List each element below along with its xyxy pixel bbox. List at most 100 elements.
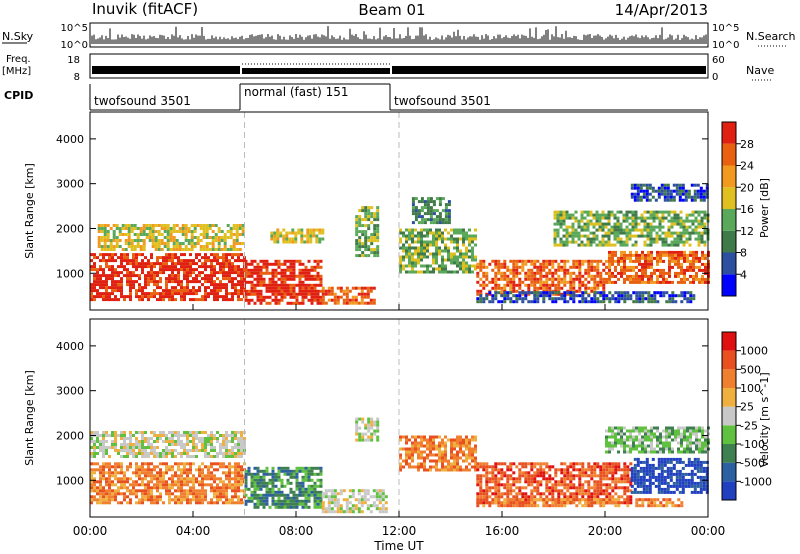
data-cell: [364, 426, 368, 430]
data-cell: [262, 262, 266, 266]
data-cell: [102, 253, 105, 257]
data-cell: [171, 465, 174, 469]
data-cell: [219, 446, 222, 449]
data-cell: [411, 240, 414, 244]
data-cell: [636, 192, 640, 196]
data-cell: [219, 262, 222, 266]
data-cell: [677, 253, 680, 257]
data-cell: [640, 231, 644, 235]
data-cell: [417, 252, 420, 256]
data-cell: [673, 237, 677, 241]
data-cell: [581, 300, 585, 304]
data-cell: [423, 270, 426, 274]
data-cell: [286, 301, 290, 305]
data-cell: [414, 252, 417, 256]
data-cell: [150, 295, 153, 299]
data-cell: [698, 280, 701, 284]
data-cell: [441, 258, 444, 262]
data-cell: [562, 234, 566, 238]
data-cell: [565, 210, 569, 214]
data-cell: [321, 228, 325, 232]
data-cell: [363, 498, 367, 502]
data-cell: [699, 186, 703, 190]
data-cell: [105, 480, 108, 484]
data-cell: [583, 225, 587, 229]
data-cell: [150, 492, 153, 496]
data-cell: [644, 297, 648, 301]
data-cell: [662, 274, 665, 278]
data-cell: [656, 277, 659, 281]
data-cell: [126, 283, 129, 287]
data-cell: [244, 280, 248, 284]
data-cell: [568, 231, 572, 235]
data-cell: [548, 294, 552, 298]
data-cell: [301, 499, 305, 503]
data-cell: [695, 271, 698, 275]
data-cell: [159, 492, 162, 496]
data-cell: [426, 249, 429, 253]
data-cell: [210, 431, 213, 434]
data-cell: [286, 289, 290, 293]
data-cell: [159, 277, 162, 281]
data-cell: [259, 487, 263, 491]
data-cell: [228, 271, 231, 275]
data-cell: [274, 262, 278, 266]
data-cell: [676, 240, 680, 244]
data-cell: [417, 261, 420, 265]
data-cell: [90, 283, 93, 287]
data-cell: [435, 231, 438, 235]
data-cell: [232, 239, 236, 242]
data-cell: [183, 262, 186, 266]
data-cell: [683, 291, 687, 295]
data-cell: [575, 294, 579, 298]
data-cell: [306, 237, 310, 241]
data-cell: [572, 300, 576, 304]
data-cell: [115, 224, 119, 227]
data-cell: [289, 469, 293, 473]
data-cell: [123, 268, 126, 272]
sky-spikes: [91, 26, 709, 44]
data-cell: [250, 271, 254, 275]
data-cell: [141, 437, 144, 440]
data-cell: [204, 495, 207, 499]
data-cell: [300, 234, 304, 238]
data-cell: [667, 234, 671, 238]
data-cell: [124, 242, 128, 245]
data-cell: [219, 295, 222, 299]
data-cell: [268, 286, 272, 290]
colorbar-tick-label: 8: [740, 247, 747, 260]
data-cell: [479, 300, 483, 304]
data-cell: [231, 477, 234, 481]
data-cell: [441, 270, 444, 274]
data-cell: [548, 277, 552, 281]
data-cell: [213, 462, 216, 466]
data-cell: [432, 200, 436, 204]
data-cell: [408, 231, 411, 235]
data-cell: [123, 434, 126, 437]
data-cell: [636, 195, 640, 199]
data-cell: [485, 294, 489, 298]
data-cell: [696, 183, 700, 187]
data-cell: [453, 246, 456, 250]
data-cell: [192, 262, 195, 266]
data-cell: [111, 480, 114, 484]
data-cell: [542, 268, 546, 272]
data-cell: [313, 487, 317, 491]
data-cell: [132, 443, 135, 446]
data-cell: [586, 213, 590, 217]
data-cell: [577, 222, 581, 226]
data-cell: [244, 274, 248, 278]
data-cell: [102, 437, 105, 440]
data-cell: [120, 434, 123, 437]
data-cell: [120, 437, 123, 440]
data-cell: [120, 283, 123, 287]
data-cell: [168, 265, 171, 269]
data-cell: [228, 274, 231, 278]
data-cell: [189, 489, 192, 493]
data-cell: [438, 231, 441, 235]
data-cell: [201, 437, 204, 440]
data-cell: [162, 431, 165, 434]
data-cell: [234, 292, 237, 296]
data-cell: [117, 265, 120, 269]
data-cell: [268, 478, 272, 482]
